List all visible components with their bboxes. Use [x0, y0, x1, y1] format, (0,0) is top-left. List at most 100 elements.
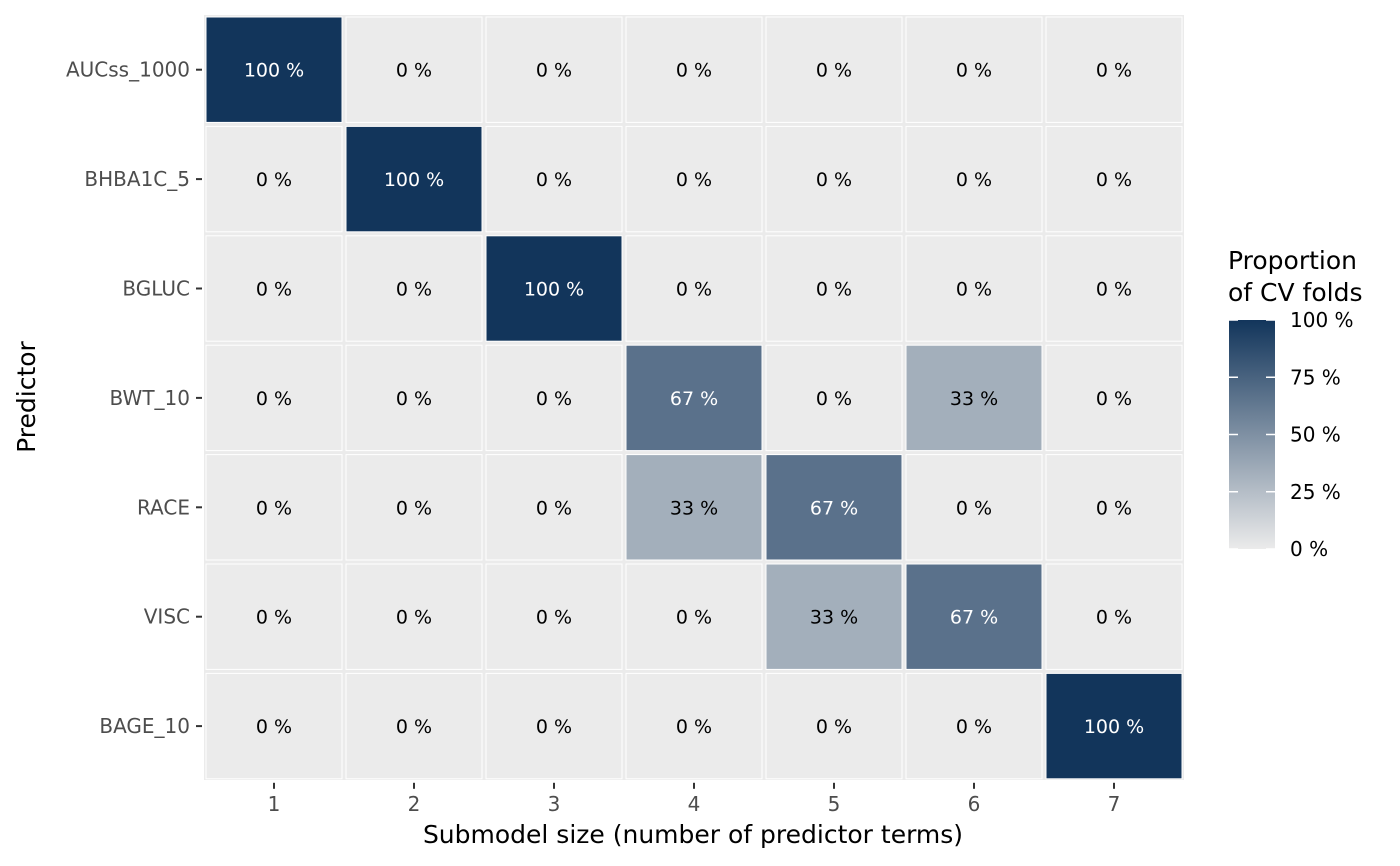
- heatmap-cell: [485, 235, 623, 342]
- cell-value-label: 67 %: [950, 607, 998, 629]
- y-tick-label: RACE: [137, 495, 190, 519]
- heatmap-cell: [625, 125, 763, 233]
- cell-value-label: 33 %: [810, 607, 858, 629]
- cell-value-label: 0 %: [396, 388, 432, 410]
- heatmap-cell: [485, 16, 623, 123]
- cell-value-label: 100 %: [1084, 716, 1144, 738]
- cell-value-label: 67 %: [670, 388, 718, 410]
- heatmap-cell: [1045, 16, 1183, 123]
- cell-value-label: 0 %: [536, 60, 572, 82]
- heatmap-cell: [1045, 454, 1183, 561]
- cell-value-label: 0 %: [956, 169, 992, 191]
- cell-value-label: 0 %: [536, 607, 572, 629]
- heatmap-cell: [485, 454, 623, 561]
- cell-value-label: 0 %: [676, 607, 712, 629]
- legend-ticks: 100 % 75 % 50 % 25 % 0 %: [1229, 308, 1354, 561]
- cell-value-label: 0 %: [676, 60, 712, 82]
- cell-labels: 100 % 0 % 0 % 0 % 0 % 0 % 0 % 0 % 100 % 0 % 0 % 0 %…: [244, 60, 1144, 738]
- heatmap-cell: [485, 672, 623, 780]
- y-axis-title: Predictor: [12, 340, 41, 452]
- cell-value-label: 0 %: [816, 169, 852, 191]
- x-tick-label: 2: [408, 792, 421, 816]
- cell-value-label: 0 %: [816, 716, 852, 738]
- y-tick-label: BAGE_10: [99, 714, 190, 738]
- x-tick-label: 1: [268, 792, 281, 816]
- y-tick-label: AUCss_1000: [66, 58, 190, 82]
- heatmap-cell: [345, 344, 483, 452]
- cell-value-label: 0 %: [1096, 60, 1132, 82]
- heatmap-cell: [625, 454, 763, 561]
- legend-title-line-1: Proportion: [1228, 246, 1357, 275]
- x-axis-title: Submodel size (number of predictor terms…: [423, 820, 963, 849]
- y-tick-label: BWT_10: [110, 386, 190, 410]
- x-tick-label: 3: [548, 792, 561, 816]
- heatmap-cell: [485, 563, 623, 670]
- cell-value-label: 0 %: [676, 716, 712, 738]
- cell-value-label: 0 %: [816, 279, 852, 301]
- heatmap-cells: [205, 16, 1183, 780]
- cell-value-label: 0 %: [816, 388, 852, 410]
- cell-value-label: 0 %: [536, 716, 572, 738]
- cell-value-label: 0 %: [536, 497, 572, 519]
- heatmap-cell: [905, 454, 1043, 561]
- cell-value-label: 0 %: [396, 607, 432, 629]
- y-axis: AUCss_1000 BHBA1C_5 BGLUC BWT_10 RACE VISC BAG…: [66, 58, 202, 738]
- heatmap-cell: [625, 344, 763, 452]
- heatmap-cell: [905, 125, 1043, 233]
- heatmap-cell: [625, 563, 763, 670]
- heatmap-cell: [205, 454, 343, 561]
- y-tick-label: BHBA1C_5: [84, 167, 190, 191]
- heatmap-cell: [345, 235, 483, 342]
- heatmap-cell: [1045, 672, 1183, 780]
- heatmap-cell: [1045, 125, 1183, 233]
- heatmap-cell: [485, 125, 623, 233]
- cell-value-label: 0 %: [256, 497, 292, 519]
- x-tick-label: 4: [688, 792, 701, 816]
- heatmap-cell: [765, 672, 903, 780]
- cell-value-label: 33 %: [670, 497, 718, 519]
- heatmap-cell: [765, 125, 903, 233]
- cell-value-label: 0 %: [1096, 279, 1132, 301]
- cell-value-label: 0 %: [396, 60, 432, 82]
- cell-value-label: 0 %: [396, 279, 432, 301]
- heatmap-cell: [205, 672, 343, 780]
- cell-value-label: 100 %: [244, 60, 304, 82]
- heatmap-cell: [765, 563, 903, 670]
- cell-value-label: 33 %: [950, 388, 998, 410]
- y-tick-label: VISC: [144, 605, 190, 629]
- cell-value-label: 0 %: [956, 279, 992, 301]
- heatmap-cell: [905, 563, 1043, 670]
- cell-value-label: 0 %: [536, 388, 572, 410]
- heatmap-cell: [485, 344, 623, 452]
- legend-tick-label: 50 %: [1290, 423, 1341, 447]
- cell-value-label: 67 %: [810, 497, 858, 519]
- cell-value-label: 0 %: [1096, 497, 1132, 519]
- x-axis: 1 2 3 4 5 6 7: [268, 782, 1121, 816]
- heatmap-cell: [765, 16, 903, 123]
- legend-tick-label: 25 %: [1290, 480, 1341, 504]
- legend-tick-label: 100 %: [1290, 308, 1354, 332]
- heatmap-cell: [1045, 563, 1183, 670]
- cell-value-label: 0 %: [676, 279, 712, 301]
- heatmap-cell: [205, 235, 343, 342]
- heatmap-cell: [205, 344, 343, 452]
- heatmap-cell: [345, 563, 483, 670]
- heatmap-cell: [205, 563, 343, 670]
- legend-tick-label: 0 %: [1290, 537, 1328, 561]
- x-tick-label: 6: [968, 792, 981, 816]
- heatmap-cell: [625, 672, 763, 780]
- heatmap-cell: [345, 672, 483, 780]
- x-tick-label: 7: [1108, 792, 1121, 816]
- y-tick-label: BGLUC: [122, 277, 190, 301]
- cell-value-label: 0 %: [256, 716, 292, 738]
- heatmap-cell: [765, 235, 903, 342]
- cell-value-label: 0 %: [256, 388, 292, 410]
- heatmap-cell: [625, 235, 763, 342]
- heatmap-cell: [345, 125, 483, 233]
- cell-value-label: 0 %: [256, 607, 292, 629]
- heatmap-cell: [765, 454, 903, 561]
- heatmap-cell: [905, 672, 1043, 780]
- cell-value-label: 0 %: [956, 60, 992, 82]
- legend: Proportion of CV folds 100 % 75 % 50 % 25 %…: [1228, 246, 1363, 561]
